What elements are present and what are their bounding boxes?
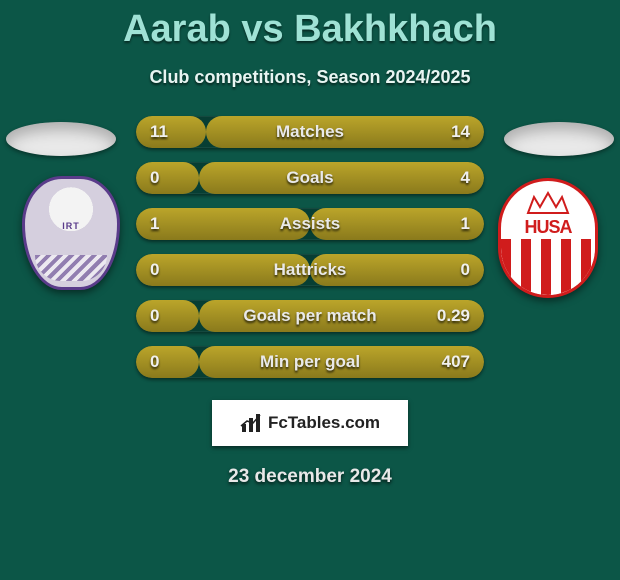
left-pedestal xyxy=(6,122,116,156)
stat-label: Goals xyxy=(136,162,484,194)
stat-row: 00Hattricks xyxy=(136,254,484,286)
stat-row: 11Assists xyxy=(136,208,484,240)
right-pedestal xyxy=(504,122,614,156)
right-crest-label: HUSA xyxy=(507,217,589,238)
stat-label: Min per goal xyxy=(136,346,484,378)
shield-icon: IRT xyxy=(22,176,120,290)
stat-row: 00.29Goals per match xyxy=(136,300,484,332)
stat-label: Hattricks xyxy=(136,254,484,286)
date-label: 23 december 2024 xyxy=(0,466,620,488)
stats-bars: 1114Matches 04Goals 11Assists 00Hattricks 00… xyxy=(136,116,484,378)
stat-label: Assists xyxy=(136,208,484,240)
brand-logo[interactable]: FcTables.com xyxy=(212,400,408,446)
stat-row: 04Goals xyxy=(136,162,484,194)
comparison-content: IRT HUSA 1114Matches 04Goals 11Assists 00Ha… xyxy=(0,116,620,488)
stat-label: Matches xyxy=(136,116,484,148)
right-team-crest: HUSA xyxy=(498,178,598,298)
chart-icon xyxy=(240,412,262,434)
stat-label: Goals per match xyxy=(136,300,484,332)
stat-row: 1114Matches xyxy=(136,116,484,148)
left-team-crest: IRT xyxy=(22,176,120,290)
shield-icon: HUSA xyxy=(498,178,598,298)
stat-row: 0407Min per goal xyxy=(136,346,484,378)
page-subtitle: Club competitions, Season 2024/2025 xyxy=(0,67,620,88)
page-title: Aarab vs Bakhkhach xyxy=(0,0,620,51)
left-crest-label: IRT xyxy=(25,221,117,231)
brand-text: FcTables.com xyxy=(268,413,380,433)
